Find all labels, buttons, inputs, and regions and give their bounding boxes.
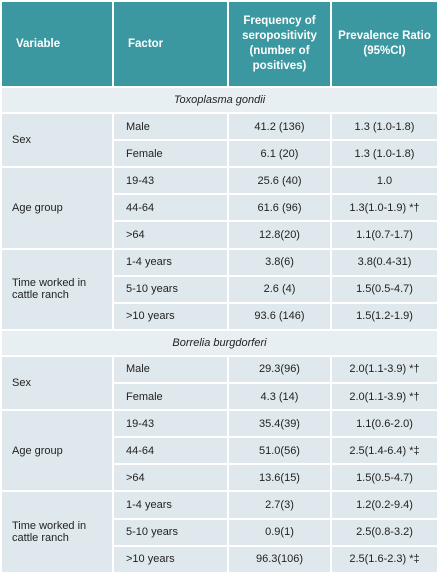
ratio-cell: 2.0(1.1-3.9) *† (330, 382, 437, 412)
factor-cell: Male (112, 112, 229, 142)
factor-cell: 19-43 (112, 166, 229, 196)
frequency-cell: 0.9(1) (227, 517, 332, 547)
ratio-cell: 2.5(1.6-2.3) *‡ (330, 544, 437, 574)
variable-cell: Age group (0, 166, 114, 250)
table-body: Toxoplasma gondii Sex Male 41.2 (136) 1.3 (1… (0, 85, 437, 574)
ratio-cell: 1.5(1.2-1.9) (330, 301, 437, 331)
frequency-cell: 2.6 (4) (227, 274, 332, 304)
data-row: Sex Male 41.2 (136) 1.3 (1.0-1.8) (0, 112, 437, 169)
section-row: Toxoplasma gondii (0, 85, 437, 115)
frequency-cell: 35.4(39) (227, 409, 332, 439)
ratio-cell: 1.0 (330, 166, 437, 196)
factor-cell: >64 (112, 220, 229, 250)
frequency-cell: 12.8(20) (227, 220, 332, 250)
factor-cell: 44-64 (112, 193, 229, 223)
ratio-cell: 2.0(1.1-3.9) *† (330, 354, 437, 385)
ratio-cell: 1.3(1.0-1.9) *† (330, 193, 437, 223)
data-row: Age group 19-43 25.6 (40) 1.0 (0, 166, 437, 250)
header-cell: Prevalence Ratio (95%CI) (330, 0, 437, 88)
variable-cell: Sex (0, 354, 114, 412)
data-row: >10 years 96.3(106) 2.5(1.6-2.3) *‡ (1, 544, 437, 574)
factor-cell: 44-64 (112, 436, 229, 466)
frequency-cell: 6.1 (20) (227, 139, 332, 169)
factor-cell: 19-43 (112, 409, 229, 439)
ratio-cell: 1.1(0.7-1.7) (330, 220, 437, 250)
frequency-cell: 13.6(15) (227, 463, 332, 493)
data-row: >64 12.8(20) 1.1(0.7-1.7) (1, 220, 437, 250)
variable-cell: Time worked in cattle ranch (0, 490, 114, 574)
ratio-cell: 1.2(0.2-9.4) (330, 490, 437, 520)
header-row: Variable Factor Frequency of seropositiv… (0, 0, 437, 88)
factor-cell: 5-10 years (112, 274, 229, 304)
ratio-cell: 3.8(0.4-31) (330, 247, 437, 277)
frequency-cell: 2.7(3) (227, 490, 332, 520)
data-row: 44-64 61.6 (96) 1.3(1.0-1.9) *† (1, 193, 437, 223)
variable-cell: Time worked in cattle ranch (0, 247, 114, 331)
ratio-cell: 1.3 (1.0-1.8) (330, 139, 437, 169)
variable-cell: Age group (0, 409, 114, 493)
data-row: 5-10 years 0.9(1) 2.5(0.8-3.2) (1, 517, 437, 547)
factor-cell: Male (112, 354, 229, 385)
factor-cell: 5-10 years (112, 517, 229, 547)
factor-cell: >10 years (112, 301, 229, 331)
data-row: Female 4.3 (14) 2.0(1.1-3.9) *† (1, 382, 437, 412)
ratio-cell: 1.5(0.5-4.7) (330, 274, 437, 304)
section-title: Toxoplasma gondii (0, 85, 437, 115)
data-row: 5-10 years 2.6 (4) 1.5(0.5-4.7) (1, 274, 437, 304)
data-row: 44-64 51.0(56) 2.5(1.4-6.4) *‡ (1, 436, 437, 466)
data-row: >10 years 93.6 (146) 1.5(1.2-1.9) (1, 301, 437, 331)
data-row: Age group 19-43 35.4(39) 1.1(0.6-2.0) (0, 409, 437, 493)
factor-cell: >64 (112, 463, 229, 493)
frequency-cell: 25.6 (40) (227, 166, 332, 196)
ratio-cell: 1.1(0.6-2.0) (330, 409, 437, 439)
variable-cell: Sex (0, 112, 114, 169)
frequency-cell: 41.2 (136) (227, 112, 332, 142)
ratio-cell: 2.5(0.8-3.2) (330, 517, 437, 547)
frequency-cell: 51.0(56) (227, 436, 332, 466)
section-title: Borrelia burgdorferi (0, 328, 437, 357)
frequency-cell: 4.3 (14) (227, 382, 332, 412)
ratio-cell: 1.3 (1.0-1.8) (330, 112, 437, 142)
factor-cell: 1-4 years (112, 247, 229, 277)
header-cell: Factor (112, 0, 229, 88)
factor-cell: Female (112, 139, 229, 169)
header-cell: Frequency of seropositivity (number of p… (227, 0, 332, 88)
section-row: Borrelia burgdorferi (0, 328, 437, 357)
factor-cell: 1-4 years (112, 490, 229, 520)
ratio-cell: 2.5(1.4-6.4) *‡ (330, 436, 437, 466)
factor-cell: >10 years (112, 544, 229, 574)
frequency-cell: 93.6 (146) (227, 301, 332, 331)
frequency-cell: 29.3(96) (227, 354, 332, 385)
data-row: Sex Male 29.3(96) 2.0(1.1-3.9) *† (0, 354, 437, 412)
frequency-cell: 96.3(106) (227, 544, 332, 574)
header-cell: Variable (0, 0, 114, 88)
frequency-cell: 3.8(6) (227, 247, 332, 277)
factor-cell: Female (112, 382, 229, 412)
data-row: Time worked in cattle ranch 1-4 years 2.7(… (0, 490, 437, 574)
data-row: >64 13.6(15) 1.5(0.5-4.7) (1, 463, 437, 493)
ratio-cell: 1.5(0.5-4.7) (330, 463, 437, 493)
data-row: Female 6.1 (20) 1.3 (1.0-1.8) (1, 139, 437, 169)
frequency-cell: 61.6 (96) (227, 193, 332, 223)
data-row: Time worked in cattle ranch 1-4 years 3.8(… (0, 247, 437, 331)
